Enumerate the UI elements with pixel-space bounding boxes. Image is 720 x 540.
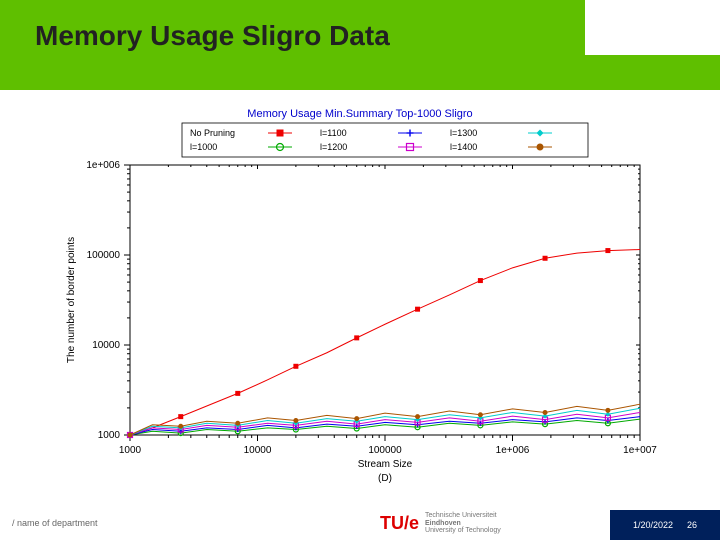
svg-text:1e+007: 1e+007 <box>623 445 657 456</box>
svg-text:1000: 1000 <box>119 445 142 456</box>
svg-text:Stream Size: Stream Size <box>358 459 413 470</box>
footer-right: 1/20/2022 26 <box>610 510 720 540</box>
footer: / name of department TU/e Technische Uni… <box>0 510 720 540</box>
svg-text:l=1200: l=1200 <box>320 142 347 152</box>
memory-chart: Memory Usage Min.Summary Top-1000 Sligro… <box>60 105 660 485</box>
tue-logo: TU/e Technische Universiteit Eindhoven U… <box>380 512 501 535</box>
department-label: / name of department <box>12 518 98 528</box>
slide-title: Memory Usage Sligro Data <box>35 20 390 52</box>
svg-text:The number of border points: The number of border points <box>66 237 77 363</box>
svg-text:l=1300: l=1300 <box>450 128 477 138</box>
svg-text:10000: 10000 <box>92 340 120 351</box>
svg-text:1000: 1000 <box>98 430 121 441</box>
svg-text:1e+006: 1e+006 <box>86 160 120 171</box>
header-bar: Memory Usage Sligro Data <box>0 0 720 90</box>
date-label: 1/20/2022 <box>633 520 673 530</box>
svg-text:1e+006: 1e+006 <box>496 445 530 456</box>
page-number: 26 <box>687 520 697 530</box>
svg-text:No Pruning: No Pruning <box>190 128 235 138</box>
svg-text:l=1400: l=1400 <box>450 142 477 152</box>
svg-text:Memory Usage Min.Summary Top-1: Memory Usage Min.Summary Top-1000 Sligro <box>247 108 472 120</box>
svg-text:10000: 10000 <box>244 445 272 456</box>
svg-text:(D): (D) <box>378 473 392 484</box>
svg-text:100000: 100000 <box>87 250 121 261</box>
svg-text:100000: 100000 <box>368 445 402 456</box>
svg-text:l=1100: l=1100 <box>320 128 347 138</box>
svg-text:l=1000: l=1000 <box>190 142 217 152</box>
